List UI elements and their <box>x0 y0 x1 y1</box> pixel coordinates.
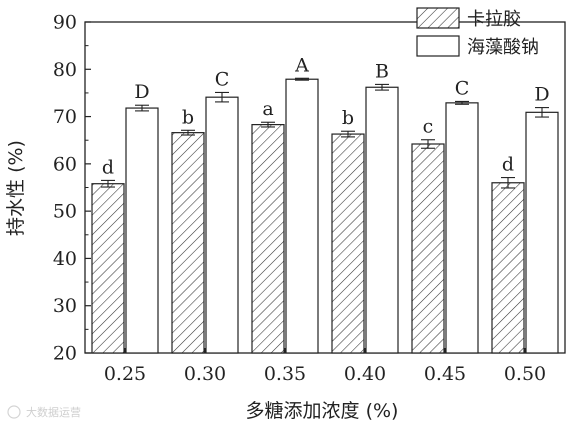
y-tick-label: 20 <box>53 343 77 365</box>
significance-label: b <box>182 106 194 128</box>
significance-label: a <box>262 98 273 120</box>
watermark-logo-icon <box>7 405 21 419</box>
bar-carrageenan <box>411 143 445 354</box>
legend-entry: 卡拉胶 <box>467 9 521 30</box>
y-tick-label: 90 <box>53 12 77 34</box>
significance-label: D <box>134 81 149 103</box>
bars-group: d b a b c d D C A B C D <box>91 54 559 354</box>
bar-carrageenan <box>491 182 525 354</box>
significance-label: d <box>102 156 114 178</box>
bar-alginate <box>125 107 159 354</box>
bar-alginate <box>365 86 399 354</box>
legend-swatch <box>416 7 460 29</box>
significance-label: A <box>294 54 309 76</box>
bar-alginate <box>445 102 479 354</box>
significance-label: C <box>455 77 470 99</box>
y-axis-ticks: 20 30 40 50 60 70 80 90 <box>53 12 91 365</box>
x-tick-label: 0.30 <box>184 363 226 385</box>
bar-alginate <box>525 111 559 354</box>
watermark-text: 大数据运营 <box>26 405 81 419</box>
bar-carrageenan <box>331 133 365 354</box>
x-tick-label: 0.35 <box>264 363 306 385</box>
significance-label: B <box>375 60 389 82</box>
significance-label: b <box>342 107 354 129</box>
watermark: 大数据运营 <box>7 405 81 419</box>
x-axis-title: 多糖添加浓度 (%) <box>246 400 399 422</box>
y-tick-label: 80 <box>53 59 77 81</box>
legend-swatch <box>416 35 460 57</box>
y-tick-label: 30 <box>53 295 77 317</box>
x-tick-label: 0.50 <box>504 363 546 385</box>
significance-label: c <box>423 116 434 138</box>
legend-entry: 海藻酸钠 <box>467 37 539 58</box>
bar-carrageenan <box>251 124 285 354</box>
y-tick-label: 60 <box>53 153 77 175</box>
x-tick-label: 0.40 <box>344 363 386 385</box>
bar-carrageenan <box>171 132 205 354</box>
y-tick-label: 70 <box>53 106 77 128</box>
x-tick-label: 0.25 <box>104 363 146 385</box>
y-tick-label: 40 <box>53 248 77 270</box>
significance-label: C <box>215 68 230 90</box>
x-axis-ticks: 0.25 0.30 0.35 0.40 0.45 0.50 <box>104 348 546 385</box>
bar-alginate <box>285 78 319 354</box>
bar-carrageenan <box>91 183 125 354</box>
significance-label: d <box>502 154 514 176</box>
y-axis-title: 持水性 (%) <box>5 140 27 236</box>
x-tick-label: 0.45 <box>424 363 466 385</box>
bar-alginate <box>205 96 239 354</box>
significance-label: D <box>534 84 549 106</box>
y-tick-label: 50 <box>53 201 77 223</box>
